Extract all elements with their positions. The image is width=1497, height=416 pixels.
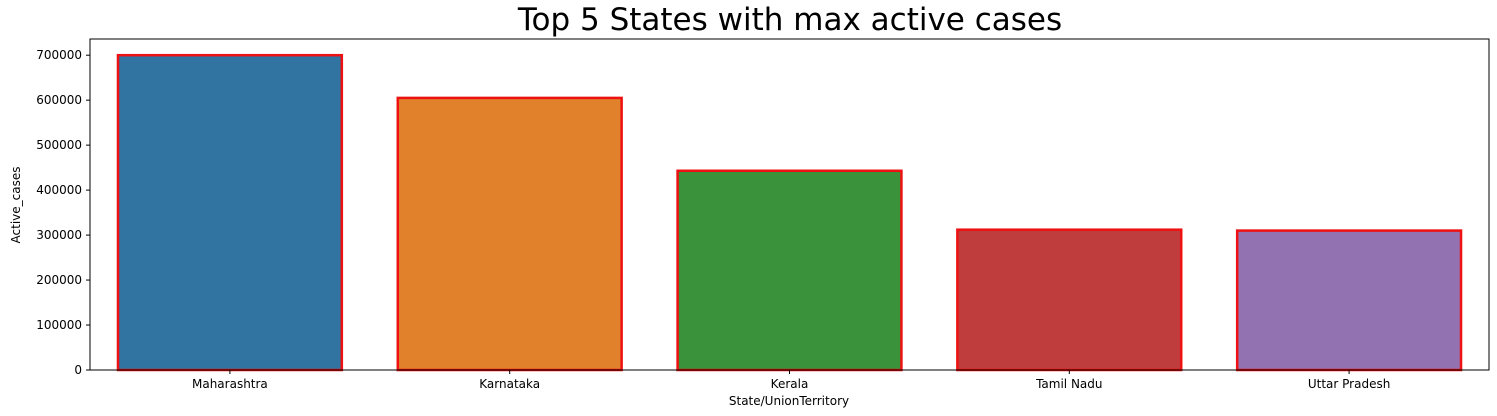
y-tick-label: 200000 bbox=[36, 273, 82, 287]
bar-karnataka bbox=[396, 96, 623, 372]
x-tick-label: Kerala bbox=[771, 377, 809, 391]
bar-maharashtra bbox=[116, 53, 344, 372]
x-tick-label: Karnataka bbox=[479, 377, 540, 391]
chart-title: Top 5 States with max active cases bbox=[517, 2, 1063, 38]
x-axis-label: State/UnionTerritory bbox=[729, 394, 849, 408]
bars-group bbox=[116, 53, 1463, 372]
y-tick-label: 300000 bbox=[36, 228, 82, 242]
y-tick-label: 600000 bbox=[36, 93, 82, 107]
y-tick-label: 400000 bbox=[36, 183, 82, 197]
bar-tamil-nadu bbox=[956, 228, 1183, 372]
bar-uttar-pradesh bbox=[1235, 229, 1463, 372]
y-tick-label: 0 bbox=[74, 363, 82, 377]
x-tick-label: Tamil Nadu bbox=[1035, 377, 1102, 391]
y-tick-label: 100000 bbox=[36, 318, 82, 332]
x-tick-label: Uttar Pradesh bbox=[1308, 377, 1390, 391]
y-axis-label: Active_cases bbox=[9, 167, 23, 244]
x-axis: Maharashtra Karnataka Kerala Tamil Nadu Utta… bbox=[192, 370, 1390, 391]
y-tick-label: 700000 bbox=[36, 48, 82, 62]
x-tick-label: Maharashtra bbox=[192, 377, 268, 391]
y-axis: 0 100000 200000 300000 400000 500000 600000 700… bbox=[36, 48, 90, 377]
bar-kerala bbox=[676, 169, 903, 372]
y-tick-label: 500000 bbox=[36, 138, 82, 152]
